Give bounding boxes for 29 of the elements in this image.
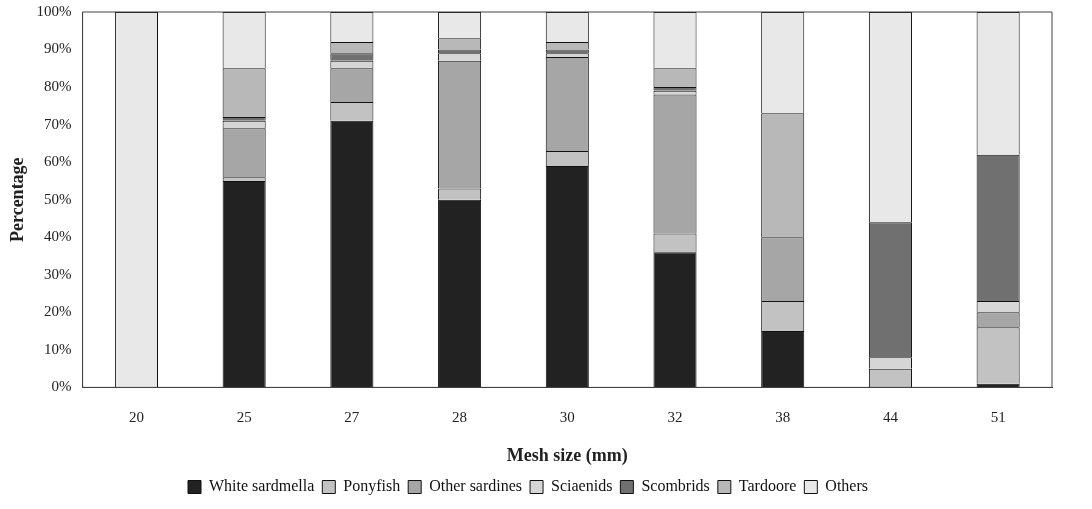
x-tick-label: 20 (128, 409, 144, 426)
y-tick-label: 100% (36, 2, 72, 19)
legend-label: Scombrids (641, 477, 710, 495)
x-tick-label: 38 (775, 409, 791, 426)
y-tick-label: 90% (44, 40, 72, 57)
y-tick-label: 80% (44, 78, 72, 95)
y-tick-label: 10% (44, 340, 72, 357)
y-tick-label: 70% (44, 115, 72, 132)
legend-label: Sciaenids (551, 477, 613, 495)
x-tick-label: 32 (667, 409, 683, 426)
y-tick-label: 20% (44, 303, 72, 320)
legend-label: Others (825, 477, 868, 495)
legend-label: Ponyfish (343, 477, 401, 496)
x-tick-label: 27 (344, 409, 360, 426)
x-axis-title: Mesh size (mm) (506, 444, 628, 466)
legend-label: White sardmella (209, 477, 315, 495)
y-tick-label: 50% (44, 190, 72, 207)
legend-label: Tardoore (738, 477, 797, 495)
y-tick-label: 0% (51, 378, 72, 395)
x-tick-label: 44 (882, 409, 899, 426)
y-tick-label: 40% (44, 228, 72, 245)
y-axis-title: Percentage (7, 157, 28, 243)
legend-label: Other sardines (429, 477, 523, 495)
x-tick-label: 28 (452, 409, 468, 426)
y-tick-label: 60% (44, 153, 72, 170)
y-tick-label: 30% (44, 265, 72, 282)
x-tick-label: 51 (990, 409, 1006, 426)
x-tick-label: 25 (236, 409, 252, 426)
x-tick-label: 30 (559, 409, 575, 426)
